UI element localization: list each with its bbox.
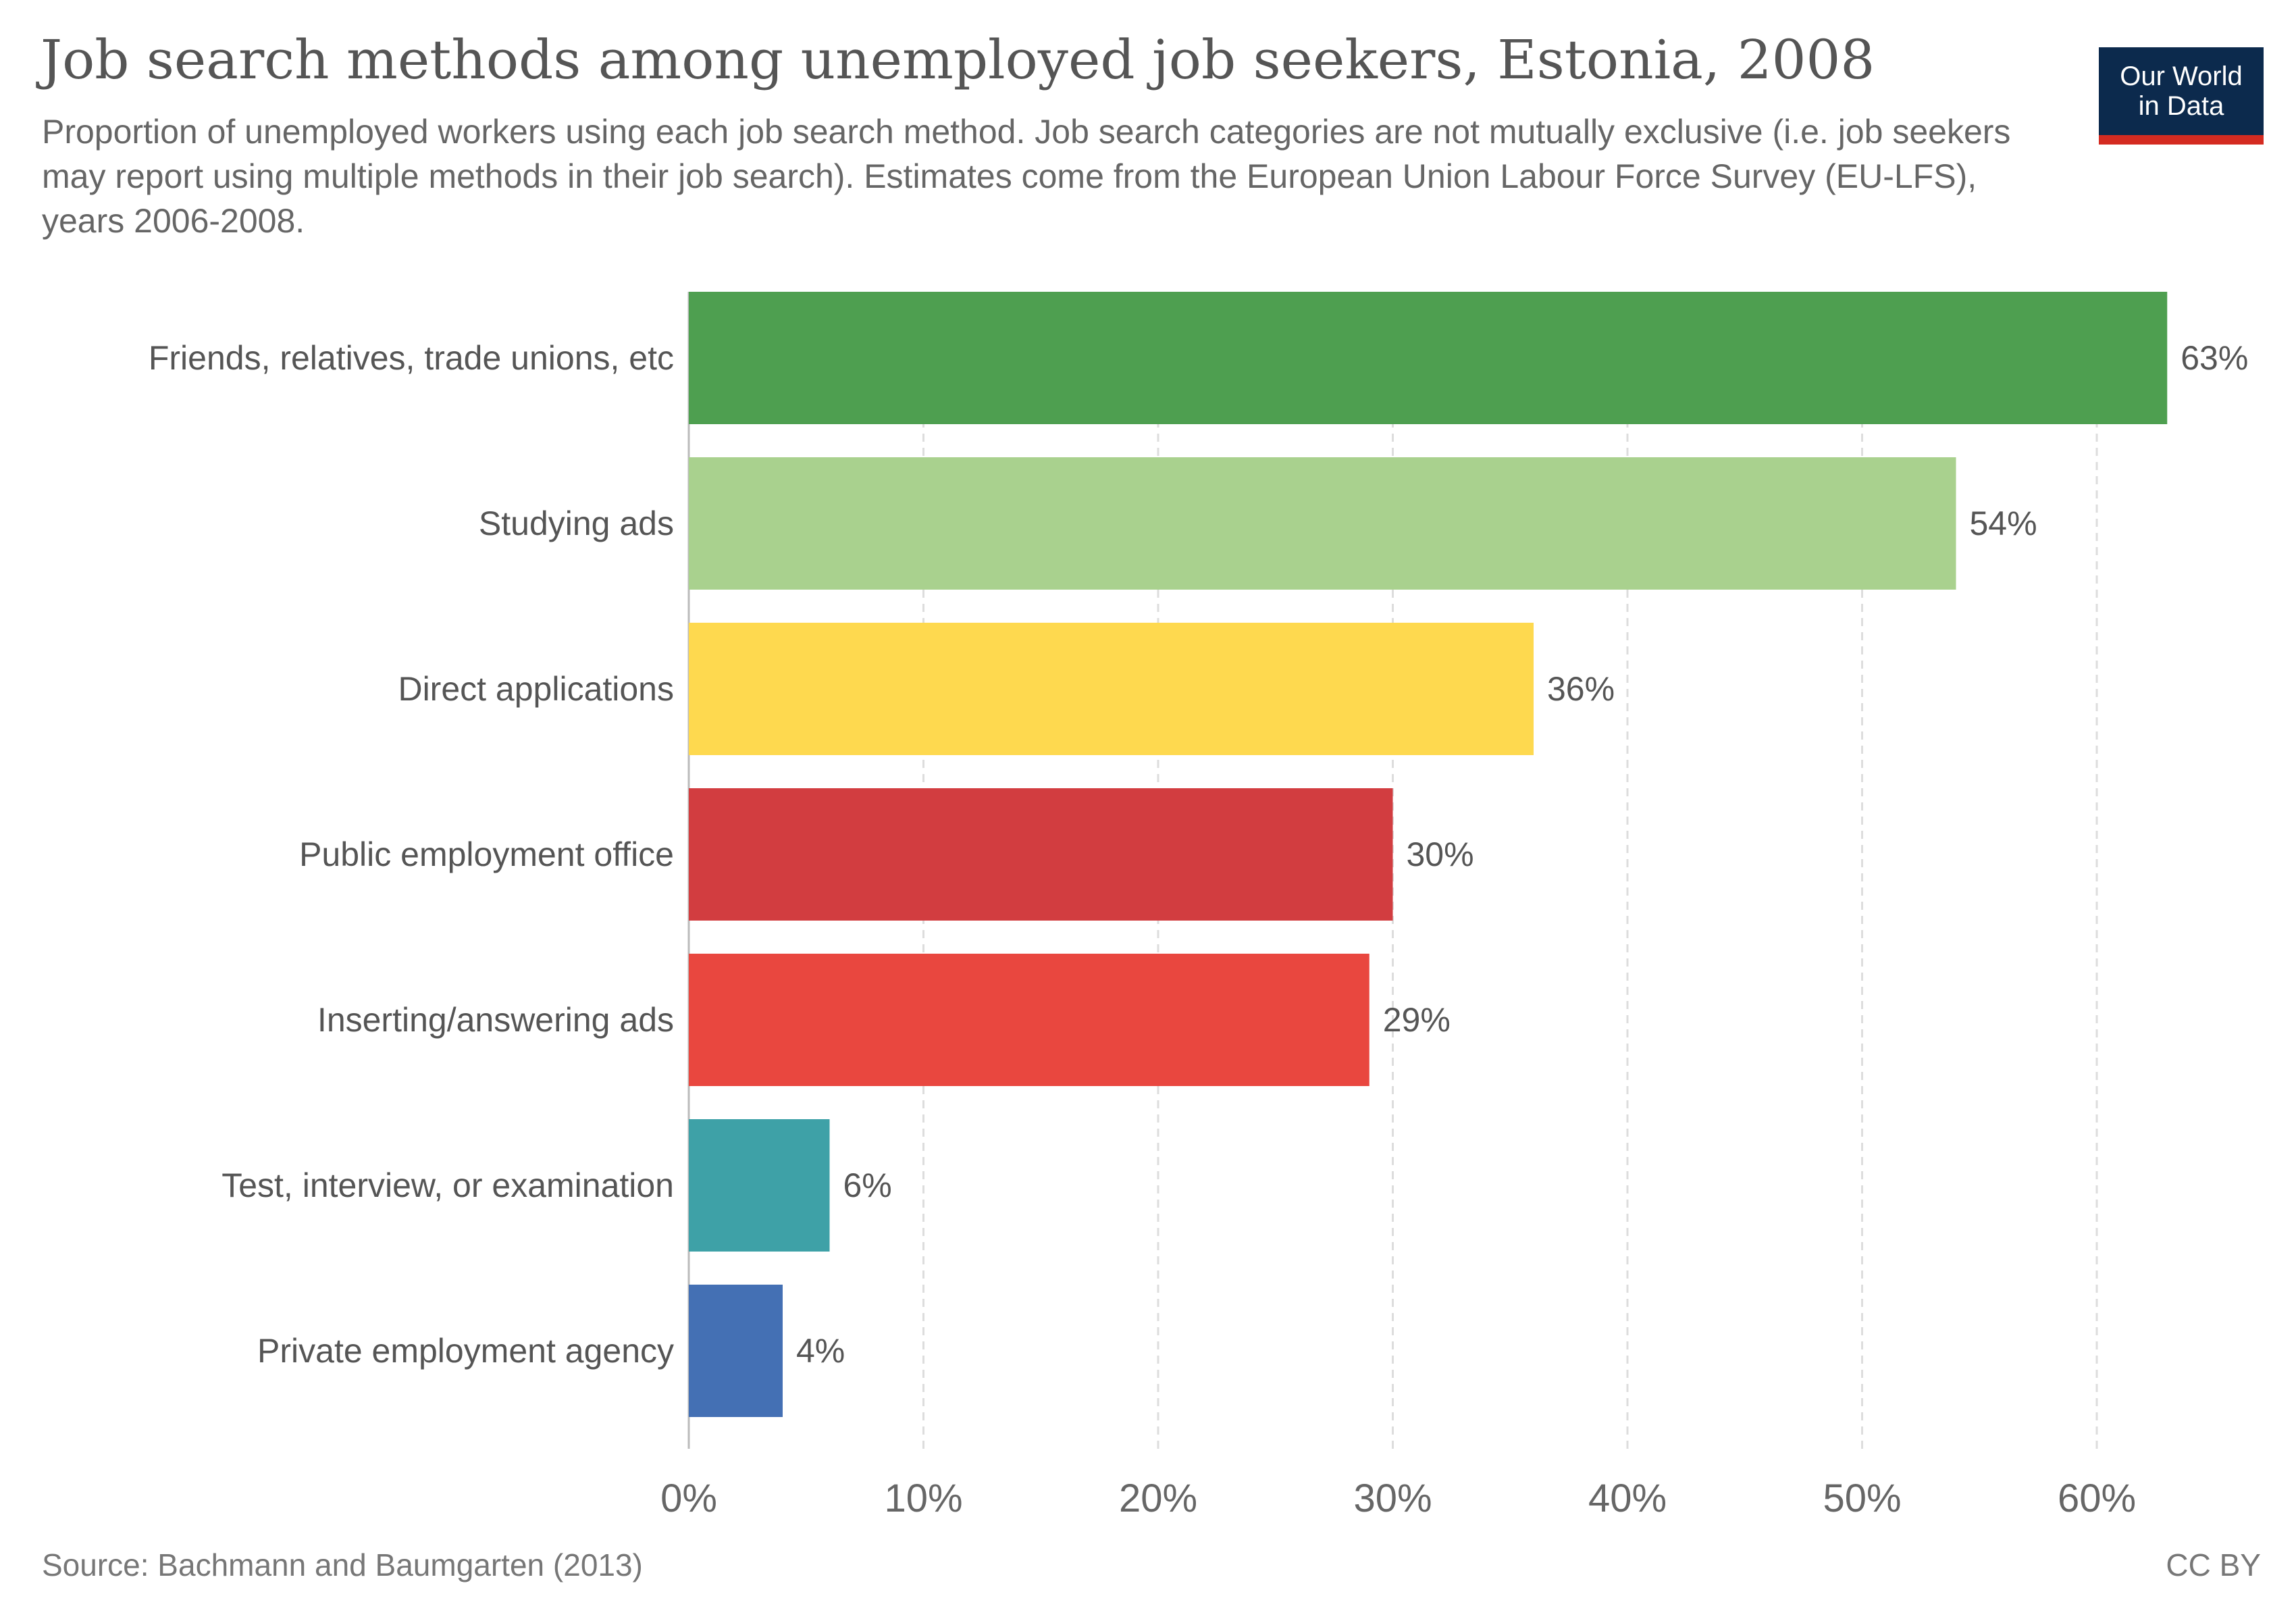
bar[interactable] bbox=[689, 954, 1369, 1086]
owid-logo[interactable]: Our World in Data bbox=[2099, 47, 2264, 145]
value-label: 30% bbox=[1407, 835, 1474, 873]
value-label: 6% bbox=[843, 1166, 892, 1204]
chart-subtitle: Proportion of unemployed workers using e… bbox=[42, 113, 2011, 240]
value-label: 29% bbox=[1383, 1001, 1451, 1039]
bar[interactable] bbox=[689, 1119, 830, 1252]
x-tick-label: 30% bbox=[1353, 1476, 1432, 1520]
bar[interactable] bbox=[689, 1285, 783, 1417]
bar[interactable] bbox=[689, 623, 1534, 755]
x-tick-label: 50% bbox=[1823, 1476, 1901, 1520]
chart-title: Job search methods among unemployed job … bbox=[41, 28, 1875, 91]
license-label[interactable]: CC BY bbox=[2166, 1547, 2261, 1583]
category-label: Test, interview, or examination bbox=[221, 1166, 674, 1204]
x-tick-label: 20% bbox=[1119, 1476, 1197, 1520]
value-label: 4% bbox=[796, 1332, 845, 1370]
logo-line-2: in Data bbox=[2138, 91, 2224, 121]
value-label: 36% bbox=[1547, 670, 1615, 708]
logo-accent-bar bbox=[2099, 135, 2264, 145]
category-label: Inserting/answering ads bbox=[317, 1001, 674, 1039]
category-label: Friends, relatives, trade unions, etc bbox=[149, 339, 674, 377]
x-tick-label: 10% bbox=[884, 1476, 962, 1520]
category-label: Studying ads bbox=[479, 505, 674, 542]
x-tick-label: 0% bbox=[660, 1476, 717, 1520]
category-label: Public employment office bbox=[299, 835, 674, 873]
x-tick-label: 40% bbox=[1588, 1476, 1667, 1520]
bar[interactable] bbox=[689, 788, 1393, 921]
logo-line-1: Our World bbox=[2120, 61, 2243, 91]
x-tick-label: 60% bbox=[2058, 1476, 2136, 1520]
value-label: 54% bbox=[1970, 505, 2037, 542]
category-label: Private employment agency bbox=[257, 1332, 674, 1370]
bar[interactable] bbox=[689, 292, 2168, 424]
value-label: 63% bbox=[2181, 339, 2248, 377]
bar[interactable] bbox=[689, 457, 1956, 590]
category-label: Direct applications bbox=[398, 670, 674, 708]
source-note: Source: Bachmann and Baumgarten (2013) bbox=[42, 1547, 643, 1583]
